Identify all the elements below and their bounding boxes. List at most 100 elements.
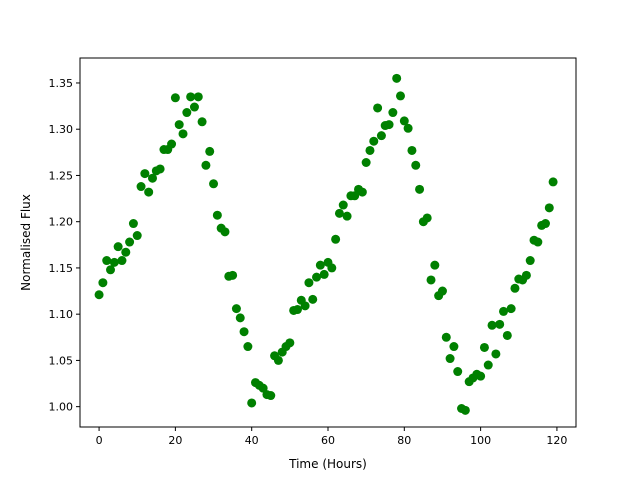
y-tick-label: 1.10 bbox=[49, 308, 74, 321]
data-point bbox=[209, 179, 219, 189]
data-point bbox=[426, 275, 436, 285]
x-tick-label: 100 bbox=[470, 434, 491, 447]
data-point bbox=[308, 294, 318, 304]
data-point bbox=[193, 92, 203, 102]
data-point bbox=[357, 187, 367, 197]
data-point bbox=[331, 234, 341, 244]
y-tick-label: 1.30 bbox=[49, 123, 74, 136]
data-point bbox=[437, 286, 447, 296]
data-point bbox=[376, 131, 386, 141]
y-tick-label: 1.00 bbox=[49, 401, 74, 414]
data-point bbox=[392, 73, 402, 83]
x-tick-label: 0 bbox=[96, 434, 103, 447]
data-point bbox=[334, 208, 344, 218]
data-point bbox=[239, 327, 249, 337]
data-point bbox=[201, 160, 211, 170]
data-point bbox=[205, 146, 215, 156]
data-points bbox=[94, 73, 558, 415]
data-point bbox=[312, 272, 322, 282]
data-point bbox=[476, 371, 486, 381]
data-point bbox=[487, 320, 497, 330]
data-point bbox=[170, 93, 180, 103]
x-tick-label: 60 bbox=[321, 434, 335, 447]
data-point bbox=[315, 260, 325, 270]
data-point bbox=[98, 278, 108, 288]
data-point bbox=[361, 158, 371, 167]
x-axis-ticks: 0 20 40 60 80 100 120 bbox=[96, 427, 567, 447]
data-point bbox=[167, 139, 177, 149]
data-point bbox=[483, 360, 493, 370]
data-point bbox=[102, 256, 112, 266]
data-point bbox=[273, 355, 283, 365]
data-point bbox=[502, 330, 512, 340]
data-point bbox=[147, 173, 157, 183]
data-point bbox=[189, 102, 199, 112]
data-point bbox=[453, 367, 463, 377]
data-point bbox=[495, 319, 505, 329]
data-point bbox=[506, 304, 516, 314]
data-point bbox=[285, 338, 295, 348]
data-point bbox=[155, 164, 165, 174]
data-point bbox=[548, 177, 558, 187]
data-point bbox=[533, 237, 543, 247]
data-point bbox=[247, 398, 257, 408]
data-point bbox=[186, 92, 196, 102]
x-axis-label: Time (Hours) bbox=[288, 457, 367, 471]
data-point bbox=[342, 211, 352, 221]
y-tick-label: 1.05 bbox=[49, 354, 74, 367]
data-point bbox=[403, 123, 413, 133]
data-point bbox=[304, 278, 314, 288]
data-point bbox=[125, 237, 135, 247]
data-point bbox=[117, 256, 127, 266]
data-point bbox=[338, 200, 348, 210]
data-point bbox=[540, 219, 550, 229]
data-point bbox=[300, 301, 310, 311]
data-point bbox=[395, 91, 405, 101]
data-point bbox=[327, 263, 337, 273]
data-point bbox=[445, 354, 455, 364]
data-point bbox=[220, 227, 230, 237]
data-point bbox=[228, 270, 238, 280]
data-point bbox=[109, 257, 119, 267]
data-point bbox=[422, 213, 432, 223]
data-point bbox=[231, 304, 241, 314]
data-point bbox=[544, 203, 554, 213]
data-point bbox=[460, 405, 470, 415]
data-point bbox=[182, 108, 192, 118]
data-point bbox=[197, 117, 207, 127]
data-point bbox=[510, 283, 520, 293]
data-point bbox=[369, 136, 379, 146]
data-point bbox=[319, 269, 329, 279]
data-point bbox=[399, 116, 409, 126]
data-point bbox=[499, 306, 509, 316]
x-tick-label: 80 bbox=[397, 434, 411, 447]
data-point bbox=[106, 265, 116, 275]
x-tick-label: 40 bbox=[245, 434, 259, 447]
y-axis-label: Normalised Flux bbox=[19, 194, 33, 291]
data-point bbox=[384, 120, 394, 130]
y-tick-label: 1.20 bbox=[49, 216, 74, 229]
y-tick-label: 1.15 bbox=[49, 262, 74, 275]
data-point bbox=[128, 219, 138, 229]
data-point bbox=[415, 184, 425, 194]
data-point bbox=[212, 210, 222, 220]
data-point bbox=[521, 270, 531, 280]
data-point bbox=[479, 342, 489, 352]
data-point bbox=[243, 342, 253, 352]
data-point bbox=[407, 145, 417, 155]
data-point bbox=[411, 160, 421, 170]
x-tick-label: 120 bbox=[546, 434, 567, 447]
data-point bbox=[235, 313, 245, 323]
data-point bbox=[132, 231, 142, 241]
data-point bbox=[144, 187, 154, 197]
y-axis-ticks: 1.00 1.05 1.10 1.15 1.20 1.25 1.30 1.35 bbox=[49, 77, 80, 414]
x-tick-label: 20 bbox=[168, 434, 182, 447]
data-point bbox=[430, 260, 440, 270]
data-point bbox=[174, 120, 184, 130]
data-point bbox=[292, 305, 302, 315]
data-point bbox=[136, 182, 146, 192]
data-point bbox=[449, 342, 459, 352]
data-point bbox=[178, 129, 188, 139]
data-point bbox=[121, 247, 131, 257]
